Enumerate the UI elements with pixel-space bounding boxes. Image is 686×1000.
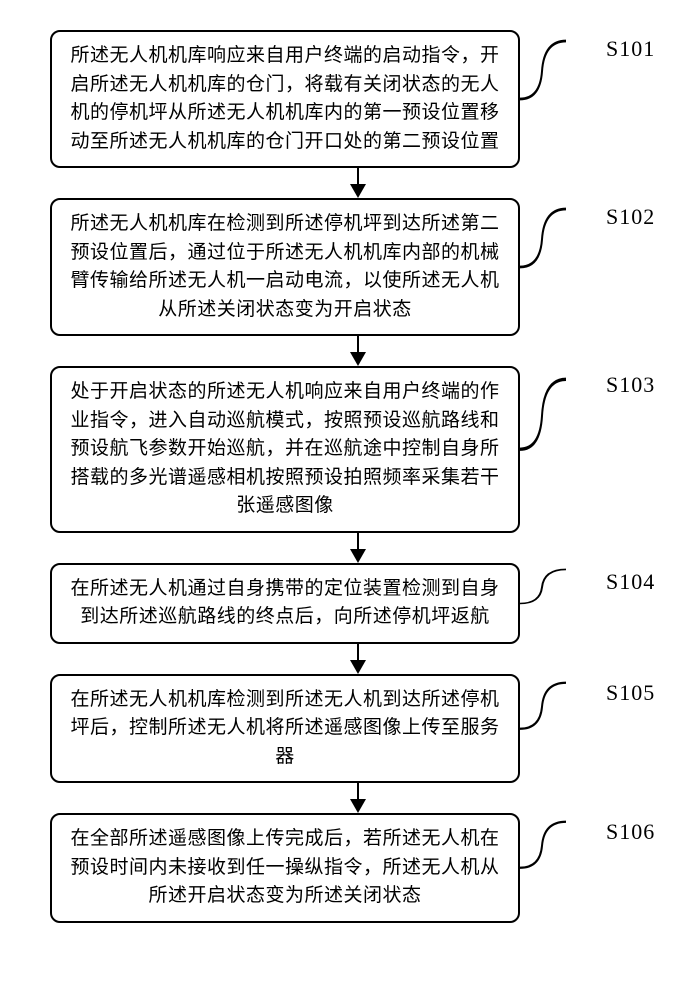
step-box-s103: 处于开启状态的所述无人机响应来自用户终端的作业指令，进入自动巡航模式，按照预设巡…	[50, 366, 520, 533]
step-label-s106: S106	[606, 819, 655, 845]
arrow-down-icon	[350, 799, 366, 813]
step-box-s101: 所述无人机机库响应来自用户终端的启动指令，开启所述无人机机库的仓门，将载有关闭状…	[50, 30, 520, 168]
arrow-down-icon	[350, 660, 366, 674]
step-label-s105: S105	[606, 680, 655, 706]
label-connector	[520, 366, 566, 533]
step-row: 所述无人机机库响应来自用户终端的启动指令，开启所述无人机机库的仓门，将载有关闭状…	[20, 30, 666, 168]
step-row: 在全部所述遥感图像上传完成后，若所述无人机在预设时间内未接收到任一操纵指令，所述…	[20, 813, 666, 923]
step-box-s102: 所述无人机机库在检测到所述停机坪到达所述第二预设位置后，通过位于所述无人机机库内…	[50, 198, 520, 336]
step-label-s102: S102	[606, 204, 655, 230]
arrow-connector	[123, 168, 593, 198]
label-connector	[520, 813, 566, 923]
step-row: 在所述无人机通过自身携带的定位装置检测到自身到达所述巡航路线的终点后，向所述停机…	[20, 563, 666, 644]
label-connector	[520, 674, 566, 784]
step-label-s104: S104	[606, 569, 655, 595]
step-box-s105: 在所述无人机机库检测到所述无人机到达所述停机坪后，控制所述无人机将所述遥感图像上…	[50, 674, 520, 784]
arrow-connector	[123, 533, 593, 563]
arrow-down-icon	[350, 352, 366, 366]
label-connector	[520, 198, 566, 336]
arrow-down-icon	[350, 184, 366, 198]
step-label-s101: S101	[606, 36, 655, 62]
arrow-connector	[123, 336, 593, 366]
label-connector	[520, 563, 566, 644]
step-box-s106: 在全部所述遥感图像上传完成后，若所述无人机在预设时间内未接收到任一操纵指令，所述…	[50, 813, 520, 923]
arrow-connector	[123, 644, 593, 674]
arrow-down-icon	[350, 549, 366, 563]
flowchart-container: 所述无人机机库响应来自用户终端的启动指令，开启所述无人机机库的仓门，将载有关闭状…	[20, 30, 666, 923]
step-box-s104: 在所述无人机通过自身携带的定位装置检测到自身到达所述巡航路线的终点后，向所述停机…	[50, 563, 520, 644]
step-row: 在所述无人机机库检测到所述无人机到达所述停机坪后，控制所述无人机将所述遥感图像上…	[20, 674, 666, 784]
step-row: 所述无人机机库在检测到所述停机坪到达所述第二预设位置后，通过位于所述无人机机库内…	[20, 198, 666, 336]
step-label-s103: S103	[606, 372, 655, 398]
label-connector	[520, 30, 566, 168]
arrow-connector	[123, 783, 593, 813]
step-row: 处于开启状态的所述无人机响应来自用户终端的作业指令，进入自动巡航模式，按照预设巡…	[20, 366, 666, 533]
